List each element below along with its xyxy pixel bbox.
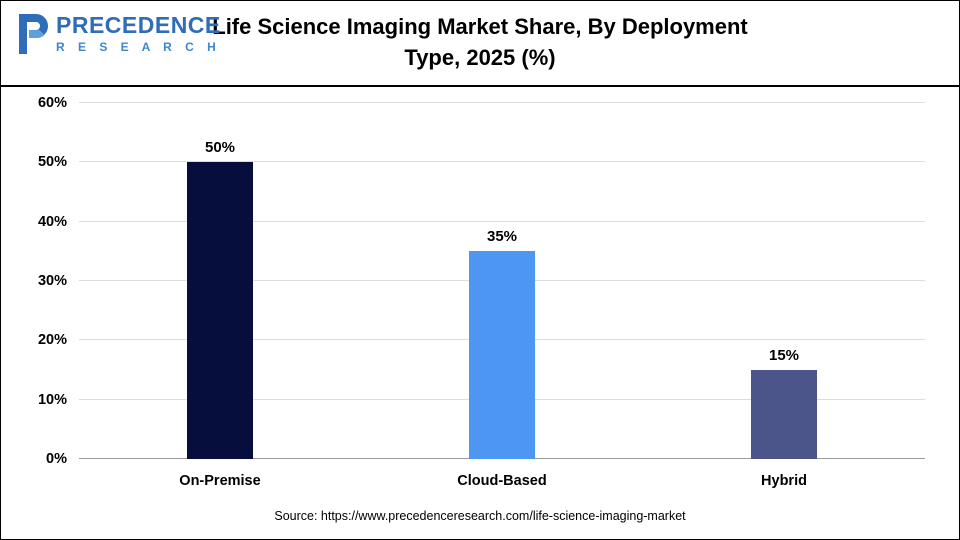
chart-title: Life Science Imaging Market Share, By De… (212, 14, 748, 70)
bar-value-label: 15% (768, 347, 800, 364)
y-tick-label: 30% (37, 273, 67, 289)
bar-column: 15% (643, 103, 925, 459)
precedence-logo: PRECEDENCE R E S E A R C H (15, 13, 221, 60)
y-tick-label: 0% (46, 451, 67, 467)
y-tick-label: 60% (37, 95, 67, 111)
bar (751, 370, 817, 459)
bar (469, 251, 535, 459)
gridline (79, 102, 925, 103)
bar-value-label: 35% (486, 228, 518, 246)
gridline (79, 161, 925, 163)
plot-area: 50% 35% 15% (79, 102, 925, 459)
source-text: Source: https://www.precedenceresearch.c… (274, 509, 686, 523)
gridline (79, 220, 925, 222)
bar-chart: 0% 10% 20% 30% 40% 50% 60% 50% 35% 15% On-Premis… (1, 87, 959, 489)
logo-name-text: PRECEDENCE (56, 12, 221, 38)
x-category-label: Cloud-Based (457, 473, 547, 489)
precedence-logo-icon (15, 13, 49, 60)
y-tick-label: 10% (37, 391, 67, 408)
y-axis: 0% 10% 20% 30% 40% 50% 60% (21, 95, 79, 467)
x-category-label: On-Premise (179, 473, 261, 489)
bar-column: 50% (79, 103, 361, 459)
y-tick-label: 20% (37, 332, 67, 349)
bar (187, 162, 253, 459)
bars-group: 50% 35% 15% (79, 103, 925, 459)
header: PRECEDENCE R E S E A R C H Life Science … (1, 1, 959, 87)
bar-column: 35% (361, 103, 643, 459)
y-tick-label: 50% (37, 154, 67, 171)
bar-value-label: 50% (204, 139, 236, 157)
x-axis-labels: On-Premise Cloud-Based Hybrid (79, 473, 925, 489)
logo-sub-text: R E S E A R C H (56, 40, 221, 55)
x-category-label: Hybrid (761, 473, 807, 489)
y-tick-label: 40% (37, 213, 67, 230)
